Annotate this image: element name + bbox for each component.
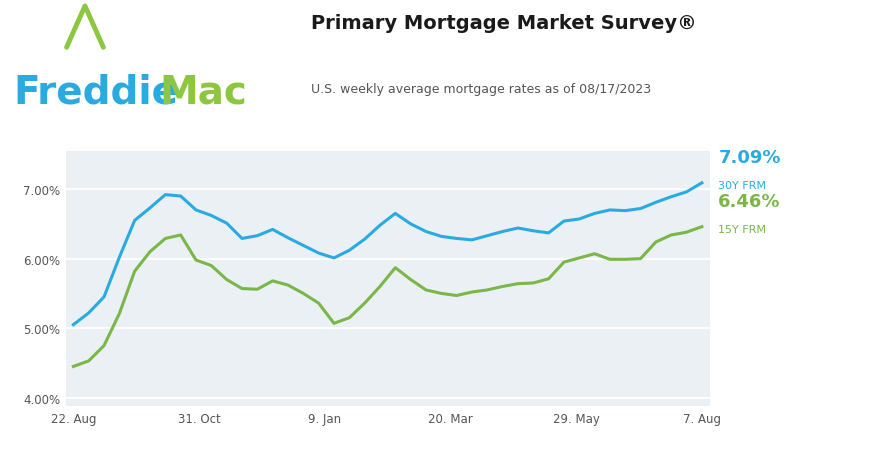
Text: 15Y FRM: 15Y FRM [718, 224, 766, 235]
Text: Mac: Mac [159, 73, 247, 112]
Text: 30Y FRM: 30Y FRM [718, 181, 766, 190]
Text: U.S. weekly average mortgage rates as of 08/17/2023: U.S. weekly average mortgage rates as of… [311, 83, 651, 95]
Text: 6.46%: 6.46% [718, 193, 781, 211]
Text: Freddie: Freddie [13, 73, 178, 112]
Text: 7.09%: 7.09% [718, 149, 781, 167]
Text: Primary Mortgage Market Survey®: Primary Mortgage Market Survey® [311, 14, 696, 33]
